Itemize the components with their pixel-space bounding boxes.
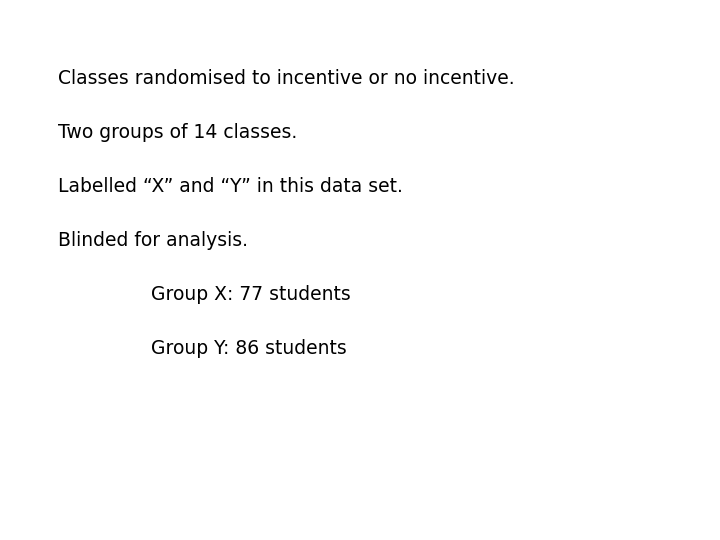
Text: Classes randomised to incentive or no incentive.: Classes randomised to incentive or no in… xyxy=(58,69,514,88)
Text: Two groups of 14 classes.: Two groups of 14 classes. xyxy=(58,123,297,142)
Text: Group X: 77 students: Group X: 77 students xyxy=(151,285,351,304)
Text: Blinded for analysis.: Blinded for analysis. xyxy=(58,231,248,250)
Text: Group Y: 86 students: Group Y: 86 students xyxy=(151,339,347,358)
Text: Labelled “X” and “Y” in this data set.: Labelled “X” and “Y” in this data set. xyxy=(58,177,402,196)
